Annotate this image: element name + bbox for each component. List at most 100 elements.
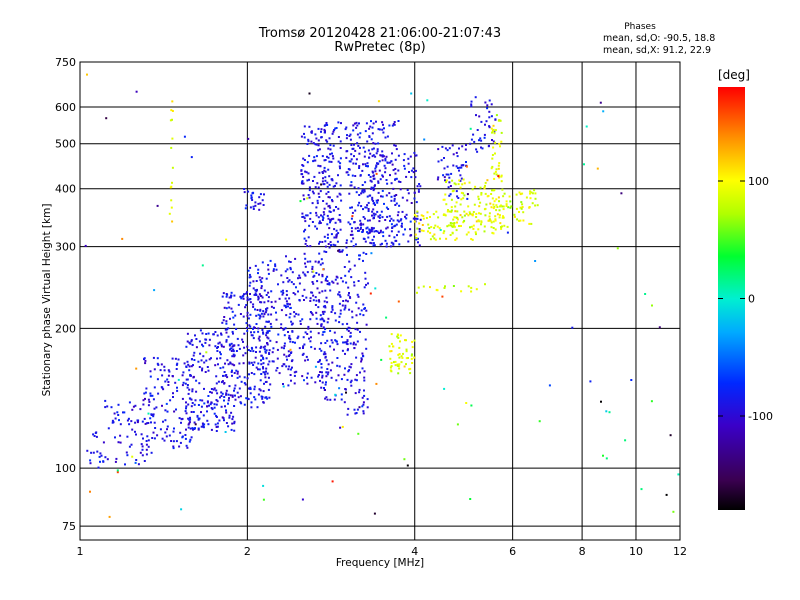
data-point	[329, 144, 332, 147]
data-point	[355, 121, 358, 124]
data-point	[322, 326, 325, 329]
data-point	[213, 406, 216, 409]
data-point	[406, 189, 409, 191]
data-point	[368, 127, 371, 130]
data-point	[126, 435, 129, 438]
data-point	[151, 394, 154, 397]
data-point	[248, 276, 251, 279]
data-point	[358, 165, 361, 168]
data-point	[391, 163, 394, 166]
data-point	[283, 304, 286, 307]
x-tick-label: 4	[411, 545, 418, 558]
data-point	[336, 282, 339, 285]
data-point	[185, 378, 188, 381]
data-point	[285, 255, 287, 258]
data-point	[231, 310, 234, 313]
data-point	[257, 268, 260, 271]
data-point	[495, 168, 498, 171]
data-point	[291, 366, 293, 369]
data-point	[187, 423, 190, 426]
data-point	[669, 434, 672, 437]
data-point	[346, 134, 348, 137]
data-point	[366, 195, 369, 198]
data-point	[355, 379, 358, 382]
data-point	[352, 343, 355, 346]
data-point	[190, 340, 193, 343]
data-point	[327, 156, 330, 159]
data-point	[600, 400, 602, 403]
data-point	[286, 358, 288, 361]
data-point	[254, 356, 257, 359]
data-point	[346, 328, 349, 331]
data-point	[178, 417, 181, 420]
data-point	[334, 393, 337, 396]
data-point	[449, 193, 452, 196]
data-point	[394, 204, 397, 206]
data-point	[386, 135, 389, 138]
data-point	[295, 286, 297, 289]
data-point	[246, 299, 249, 302]
data-point	[451, 232, 454, 235]
data-point	[223, 419, 225, 422]
data-point	[235, 369, 238, 372]
data-point	[197, 360, 200, 363]
data-point	[277, 333, 280, 336]
data-point	[455, 165, 458, 168]
data-point	[349, 331, 352, 334]
data-point	[248, 362, 251, 365]
data-point	[288, 353, 291, 356]
data-point	[452, 285, 455, 287]
data-point	[386, 215, 389, 218]
data-point	[175, 368, 178, 370]
data-point	[389, 357, 392, 360]
data-point	[460, 198, 463, 201]
data-point	[620, 192, 623, 195]
data-point	[368, 135, 371, 138]
data-point	[492, 207, 495, 210]
data-point	[258, 339, 261, 342]
data-point	[141, 445, 144, 448]
data-point	[280, 290, 283, 293]
data-point	[324, 179, 327, 182]
data-point	[323, 389, 326, 391]
data-point	[390, 160, 393, 163]
data-point	[237, 344, 240, 347]
data-point	[308, 186, 311, 189]
data-point	[314, 296, 317, 299]
data-point	[337, 293, 340, 296]
data-point	[156, 204, 159, 207]
data-point	[351, 316, 354, 319]
data-point	[208, 338, 211, 341]
data-point	[220, 343, 223, 346]
data-point	[190, 436, 193, 439]
data-point	[358, 136, 361, 139]
data-point	[181, 397, 184, 400]
data-point	[363, 370, 366, 373]
data-point	[114, 436, 116, 439]
data-point	[348, 369, 351, 372]
data-point	[283, 342, 286, 345]
data-point	[263, 301, 266, 304]
data-point	[363, 376, 366, 379]
data-point	[289, 268, 292, 271]
data-point	[361, 169, 364, 172]
data-point	[238, 387, 241, 390]
data-point	[456, 210, 459, 213]
data-point	[160, 363, 163, 366]
data-point	[470, 225, 473, 228]
data-point	[110, 406, 113, 409]
data-point	[329, 219, 332, 222]
data-point	[323, 166, 326, 169]
data-point	[280, 346, 283, 349]
data-point	[306, 376, 308, 379]
data-point	[159, 369, 162, 372]
data-point	[339, 220, 342, 223]
data-point	[169, 399, 172, 402]
data-point	[186, 340, 189, 343]
data-point	[92, 451, 95, 454]
data-point	[428, 227, 431, 230]
data-point	[134, 421, 137, 424]
data-point	[392, 169, 395, 172]
data-point	[301, 164, 304, 166]
data-point	[357, 144, 360, 147]
